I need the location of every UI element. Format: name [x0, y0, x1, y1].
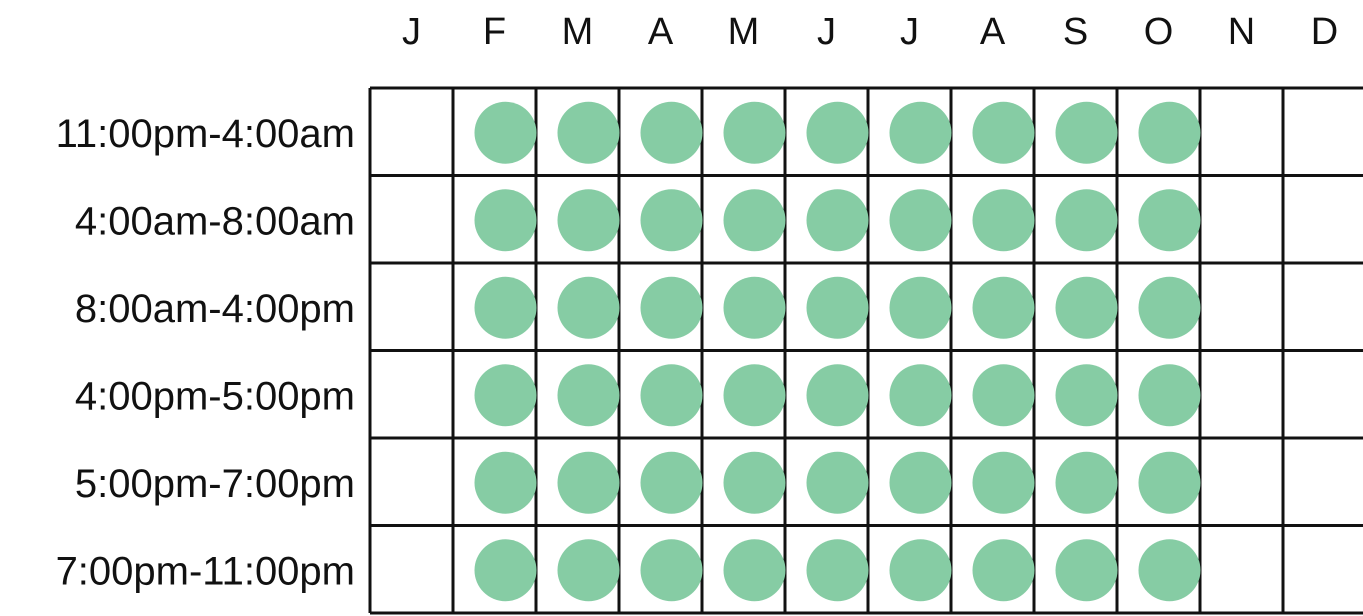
marker-dot	[557, 189, 620, 252]
month-label: M	[562, 11, 594, 53]
marker-dot	[972, 364, 1035, 427]
marker-dot	[1055, 189, 1118, 252]
marker-dot	[474, 101, 537, 164]
marker-dot	[972, 539, 1035, 602]
row-label: 4:00am-8:00am	[75, 199, 355, 243]
row-label: 7:00pm-11:00pm	[56, 549, 355, 593]
marker-dot	[557, 451, 620, 514]
marker-dot	[640, 189, 703, 252]
month-label: J	[817, 11, 836, 53]
month-label: S	[1063, 11, 1088, 53]
grid-lines	[368, 86, 1363, 615]
marker-dot	[806, 451, 869, 514]
marker-dot	[1055, 276, 1118, 339]
month-label: M	[728, 11, 760, 53]
month-label: A	[648, 11, 674, 53]
marker-dot	[1055, 364, 1118, 427]
marker-dot	[640, 276, 703, 339]
row-label: 5:00pm-7:00pm	[75, 462, 355, 506]
marker-dot	[557, 101, 620, 164]
marker-dot	[1138, 451, 1201, 514]
marker-dot	[723, 539, 786, 602]
marker-dot	[972, 189, 1035, 252]
month-label: J	[900, 11, 919, 53]
marker-dot	[723, 364, 786, 427]
marker-dot	[640, 451, 703, 514]
marker-dot	[1055, 101, 1118, 164]
marker-dot	[640, 364, 703, 427]
marker-dot	[1055, 451, 1118, 514]
marker-dot	[1138, 101, 1201, 164]
month-label: N	[1228, 11, 1255, 53]
marker-dot	[723, 101, 786, 164]
marker-dot	[889, 364, 952, 427]
marker-dot	[557, 276, 620, 339]
row-label: 11:00pm-4:00am	[56, 112, 355, 156]
marker-dot	[723, 451, 786, 514]
marker-dot	[972, 451, 1035, 514]
marker-dot	[557, 364, 620, 427]
month-label: O	[1144, 11, 1174, 53]
marker-dot	[640, 101, 703, 164]
marker-dot	[1138, 539, 1201, 602]
month-label: J	[402, 11, 421, 53]
marker-dot	[889, 189, 952, 252]
marker-dot	[972, 101, 1035, 164]
marker-dot	[640, 539, 703, 602]
marker-dot	[723, 276, 786, 339]
marker-dot	[474, 451, 537, 514]
row-labels: 11:00pm-4:00am 4:00am-8:00am 8:00am-4:00pm…	[56, 112, 355, 594]
markers	[474, 101, 1201, 602]
month-label: F	[483, 11, 506, 53]
marker-dot	[474, 539, 537, 602]
marker-dot	[806, 189, 869, 252]
row-label: 4:00pm-5:00pm	[75, 374, 355, 418]
marker-dot	[1138, 276, 1201, 339]
month-label: D	[1311, 11, 1338, 53]
marker-dot	[806, 539, 869, 602]
marker-dot	[889, 276, 952, 339]
marker-dot	[972, 276, 1035, 339]
marker-dot	[806, 276, 869, 339]
marker-dot	[1138, 189, 1201, 252]
month-label: A	[980, 11, 1006, 53]
marker-dot	[889, 451, 952, 514]
marker-dot	[889, 101, 952, 164]
marker-dot	[474, 189, 537, 252]
marker-dot	[1138, 364, 1201, 427]
marker-dot	[557, 539, 620, 602]
marker-dot	[474, 276, 537, 339]
marker-dot	[1055, 539, 1118, 602]
marker-dot	[806, 101, 869, 164]
marker-dot	[806, 364, 869, 427]
marker-dot	[889, 539, 952, 602]
marker-dot	[474, 364, 537, 427]
marker-dot	[723, 189, 786, 252]
row-label: 8:00am-4:00pm	[75, 287, 355, 331]
